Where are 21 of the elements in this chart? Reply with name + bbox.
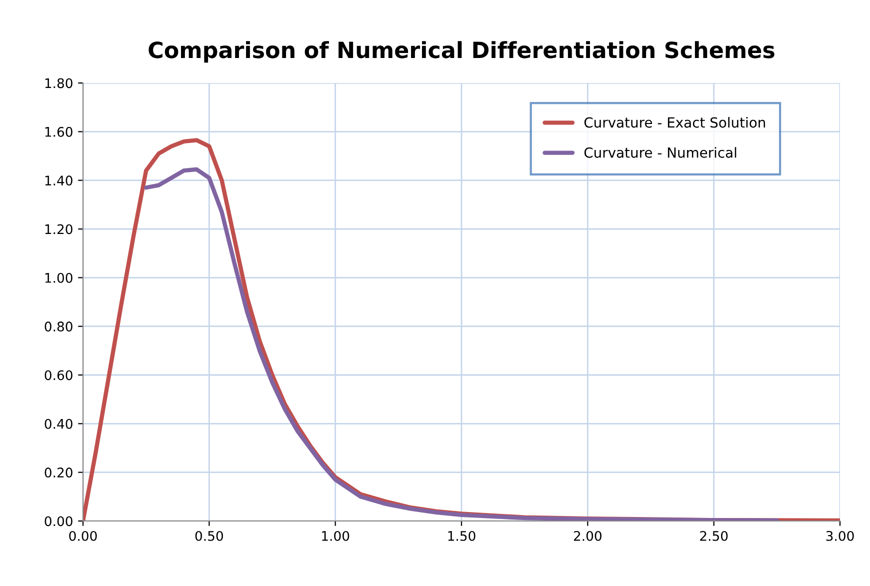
y-tick-label: 1.40 [45,176,72,186]
legend-label: Curvature - Exact Solution [584,116,765,128]
x-tick-label: 1.50 [448,530,476,541]
x-tick-label: 3.00 [826,530,854,541]
x-tick-label: 1.00 [322,530,350,541]
x-tick-label: 0.00 [69,530,97,541]
y-tick-label: 0.20 [44,468,72,478]
line-series [144,167,779,521]
chart-title: Comparison of Numerical Differentiation Schemes [148,41,774,63]
y-tick-label: 0.00 [44,516,72,526]
y-tick-label: 1.80 [45,78,72,88]
y-tick-label: 1.00 [45,272,72,283]
x-tick-label: 2.50 [700,530,728,541]
legend-label: Curvature - Numerical [584,147,736,158]
y-tick-label: 0.80 [44,322,72,332]
x-tick-label: 2.00 [574,530,602,541]
y-tick-label: 1.60 [45,126,72,137]
y-tick-label: 0.60 [44,370,72,380]
y-tick-label: 1.20 [45,224,72,234]
x-tick-label: 0.50 [195,530,223,541]
y-tick-label: 0.40 [44,418,72,429]
